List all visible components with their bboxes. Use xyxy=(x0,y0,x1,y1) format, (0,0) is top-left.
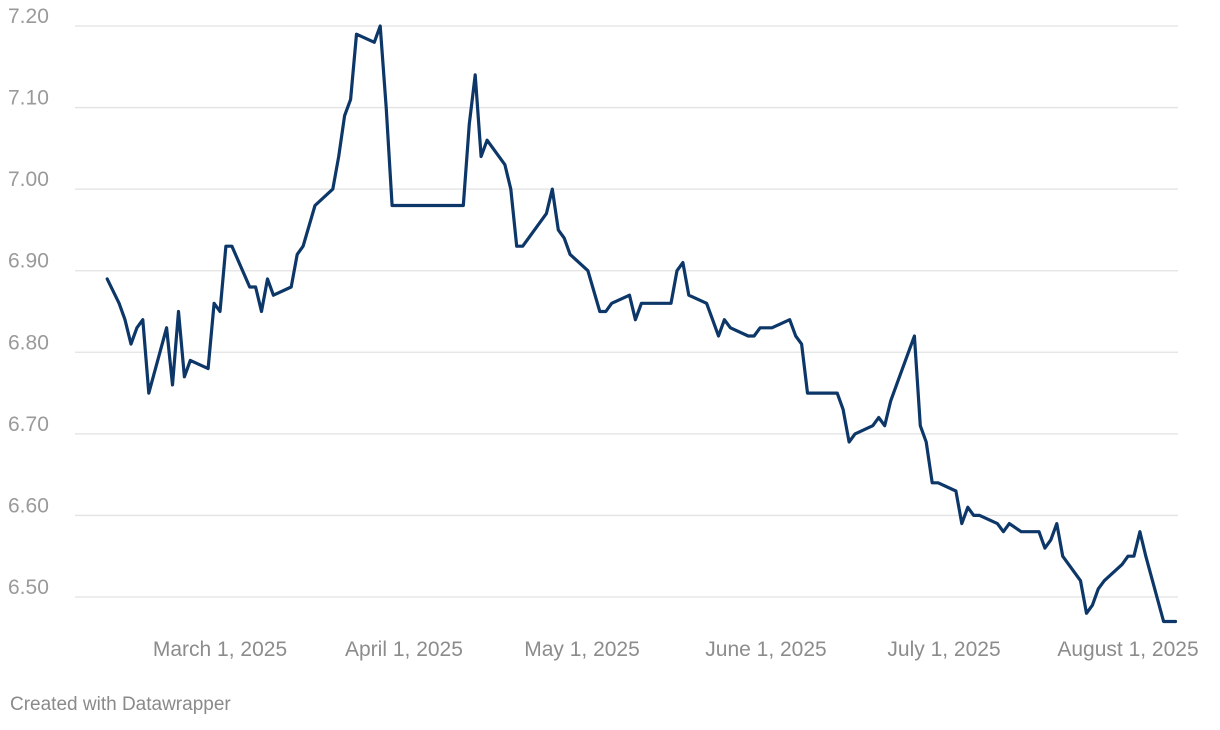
x-tick-label: April 1, 2025 xyxy=(345,638,463,661)
x-axis-tick-labels: March 1, 2025 April 1, 2025 May 1, 2025 Jun… xyxy=(153,638,1199,661)
y-tick-label: 7.00 xyxy=(8,168,49,191)
footer-credit: Created with Datawrapper xyxy=(10,694,231,715)
x-tick-label: May 1, 2025 xyxy=(524,638,640,661)
y-tick-label: 7.20 xyxy=(8,5,49,28)
y-axis-tick-labels: 7.20 7.10 7.00 6.90 6.80 6.70 6.60 6.50 xyxy=(8,5,49,599)
line-chart: 7.20 7.10 7.00 6.90 6.80 6.70 6.60 6.50 March 1… xyxy=(8,5,1199,661)
x-tick-label: March 1, 2025 xyxy=(153,638,287,661)
series-line xyxy=(105,24,1178,624)
y-tick-label: 6.60 xyxy=(8,494,49,517)
gridlines xyxy=(75,25,1178,598)
y-tick-label: 6.90 xyxy=(8,250,49,273)
x-tick-label: June 1, 2025 xyxy=(705,638,826,661)
x-tick-label: July 1, 2025 xyxy=(887,638,1000,661)
x-tick-label: August 1, 2025 xyxy=(1057,638,1198,661)
series-layer xyxy=(105,24,1178,624)
y-tick-label: 6.50 xyxy=(8,576,49,599)
y-tick-label: 6.70 xyxy=(8,413,49,436)
y-tick-label: 6.80 xyxy=(8,331,49,354)
y-tick-label: 7.10 xyxy=(8,87,49,110)
